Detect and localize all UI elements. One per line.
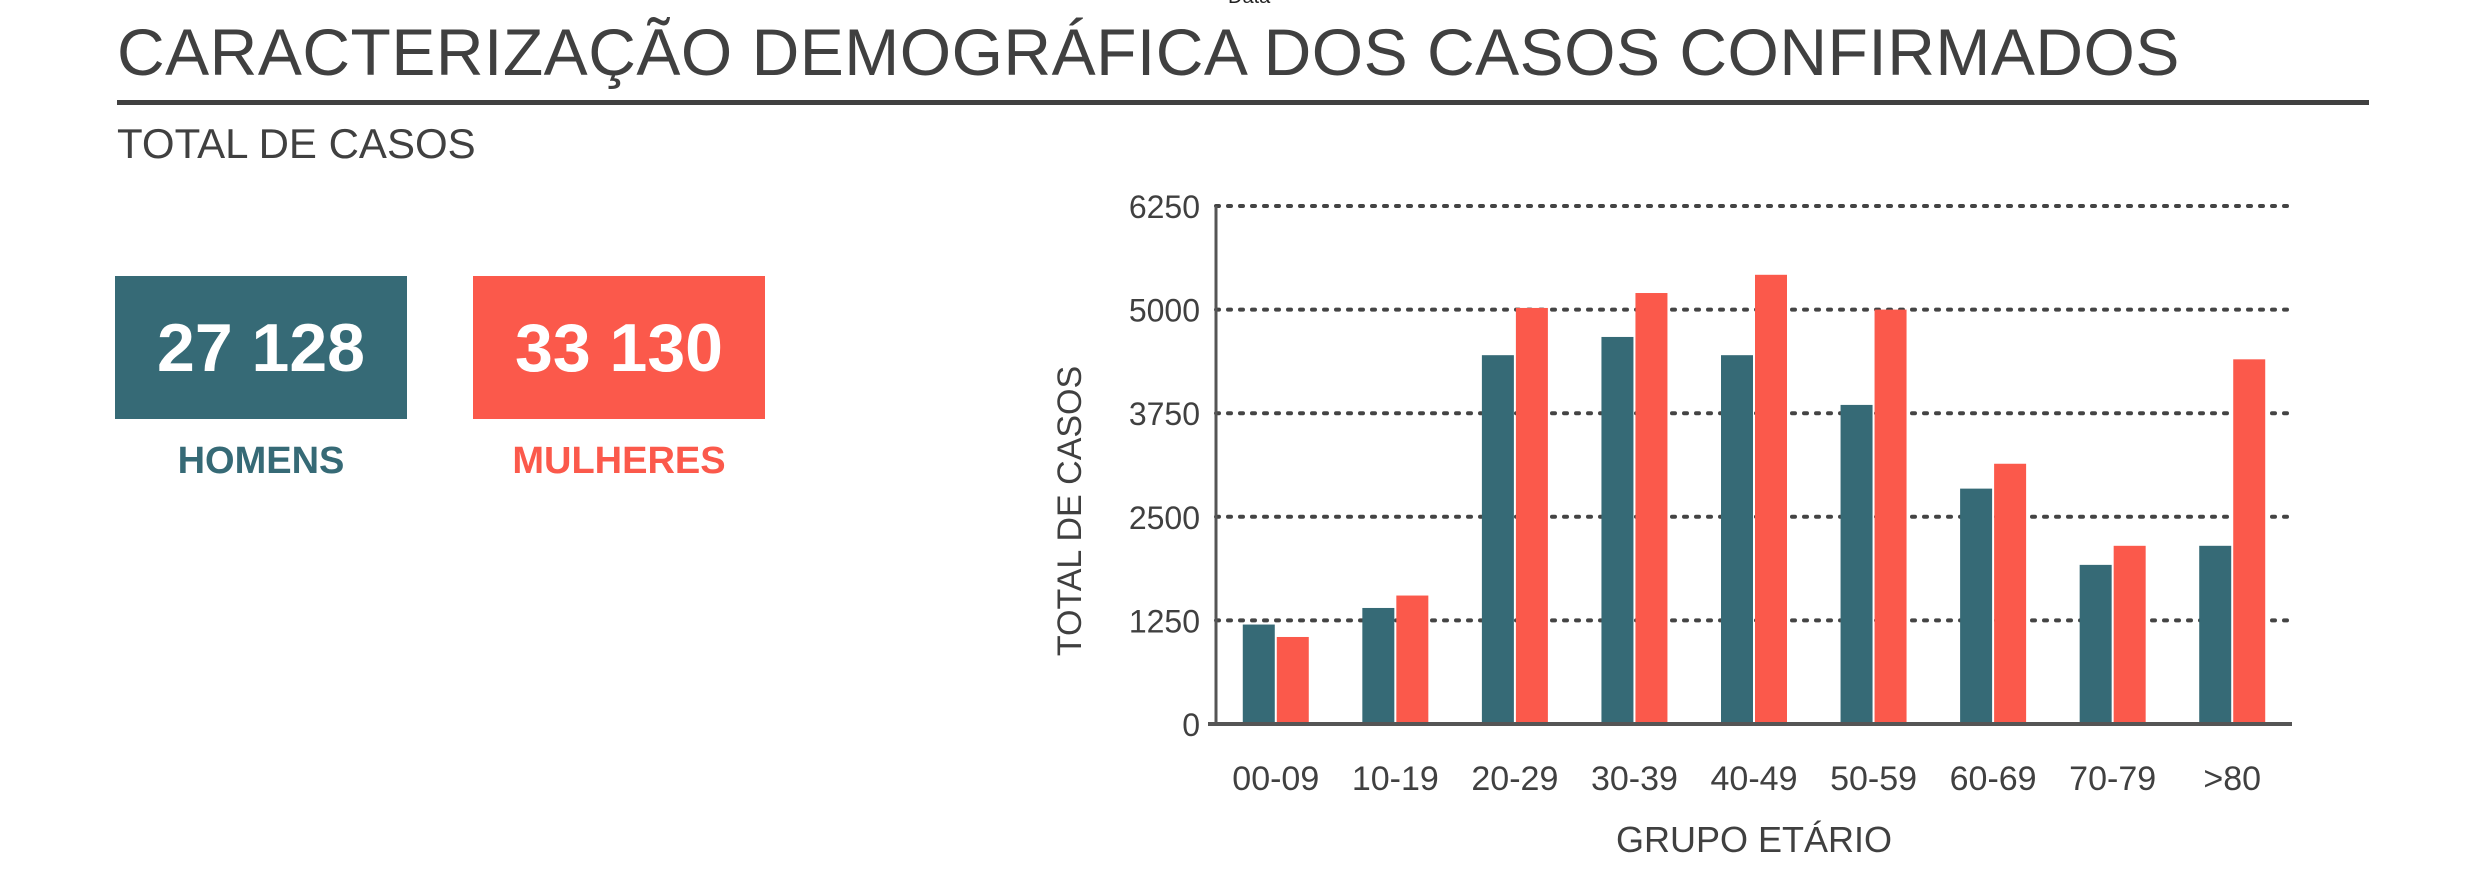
- axis-labels: 0 1250 2500 3750 5000 6250 00-09 10-19 20-29 30-3…: [1051, 189, 2261, 860]
- bar-women-6: [1994, 463, 2027, 724]
- bar-men-6: [1960, 488, 1993, 724]
- x-tick-label: 70-79: [2069, 760, 2156, 798]
- bar-men-1: [1362, 607, 1395, 724]
- women-label: MULHERES: [512, 440, 726, 482]
- x-axis-title: GRUPO ETÁRIO: [1616, 819, 1892, 860]
- page-title: CARACTERIZAÇÃO DEMOGRÁFICA DOS CASOS CON…: [117, 15, 2180, 89]
- x-tick-label: 60-69: [1950, 760, 2037, 798]
- bar-women-3: [1635, 293, 1668, 724]
- x-tick-label: 00-09: [1232, 760, 1319, 798]
- men-total-card: 27 128: [115, 276, 407, 419]
- section-title: TOTAL DE CASOS: [117, 120, 476, 167]
- bar-men-3: [1601, 336, 1634, 724]
- bar-women-1: [1396, 595, 1429, 724]
- x-tick-label: 40-49: [1711, 760, 1798, 798]
- bar-men-8: [2199, 545, 2232, 724]
- bar-women-7: [2113, 545, 2146, 724]
- y-tick-label: 1250: [1129, 603, 1200, 639]
- bar-men-4: [1721, 355, 1753, 724]
- bar-women-5: [1874, 309, 1907, 724]
- x-tick-label: >80: [2203, 760, 2261, 798]
- y-tick-label: 2500: [1129, 500, 1200, 536]
- bar-women-4: [1755, 274, 1787, 724]
- bar-men-0: [1242, 624, 1275, 724]
- title-divider: [117, 100, 2369, 105]
- y-tick-label: 0: [1182, 707, 1200, 743]
- y-tick-label: 6250: [1129, 189, 1200, 225]
- y-tick-label: 5000: [1129, 293, 1200, 329]
- bar-women-0: [1276, 636, 1309, 724]
- bar-men-5: [1840, 404, 1873, 724]
- bar-women-8: [2233, 359, 2266, 724]
- x-tick-label: 50-59: [1830, 760, 1917, 798]
- bar-women-2: [1515, 307, 1548, 724]
- age-group-bar-chart: 0 1250 2500 3750 5000 6250 00-09 10-19 20-29 30-3…: [1051, 189, 2294, 860]
- women-total-card: 33 130: [473, 276, 765, 419]
- y-tick-label: 3750: [1129, 396, 1200, 432]
- bar-men-2: [1481, 355, 1514, 724]
- y-axis-title: TOTAL DE CASOS: [1051, 366, 1089, 656]
- bar-men-7: [2079, 564, 2112, 724]
- x-tick-label: 10-19: [1352, 760, 1439, 798]
- x-tick-label: 20-29: [1471, 760, 1558, 798]
- men-label: HOMENS: [177, 440, 345, 482]
- axes: [1208, 206, 2292, 726]
- x-tick-label: 30-39: [1591, 760, 1678, 798]
- gridlines: [1214, 204, 2294, 623]
- bars: [1242, 274, 2266, 724]
- cut-off-label: Data: [1228, 0, 1270, 9]
